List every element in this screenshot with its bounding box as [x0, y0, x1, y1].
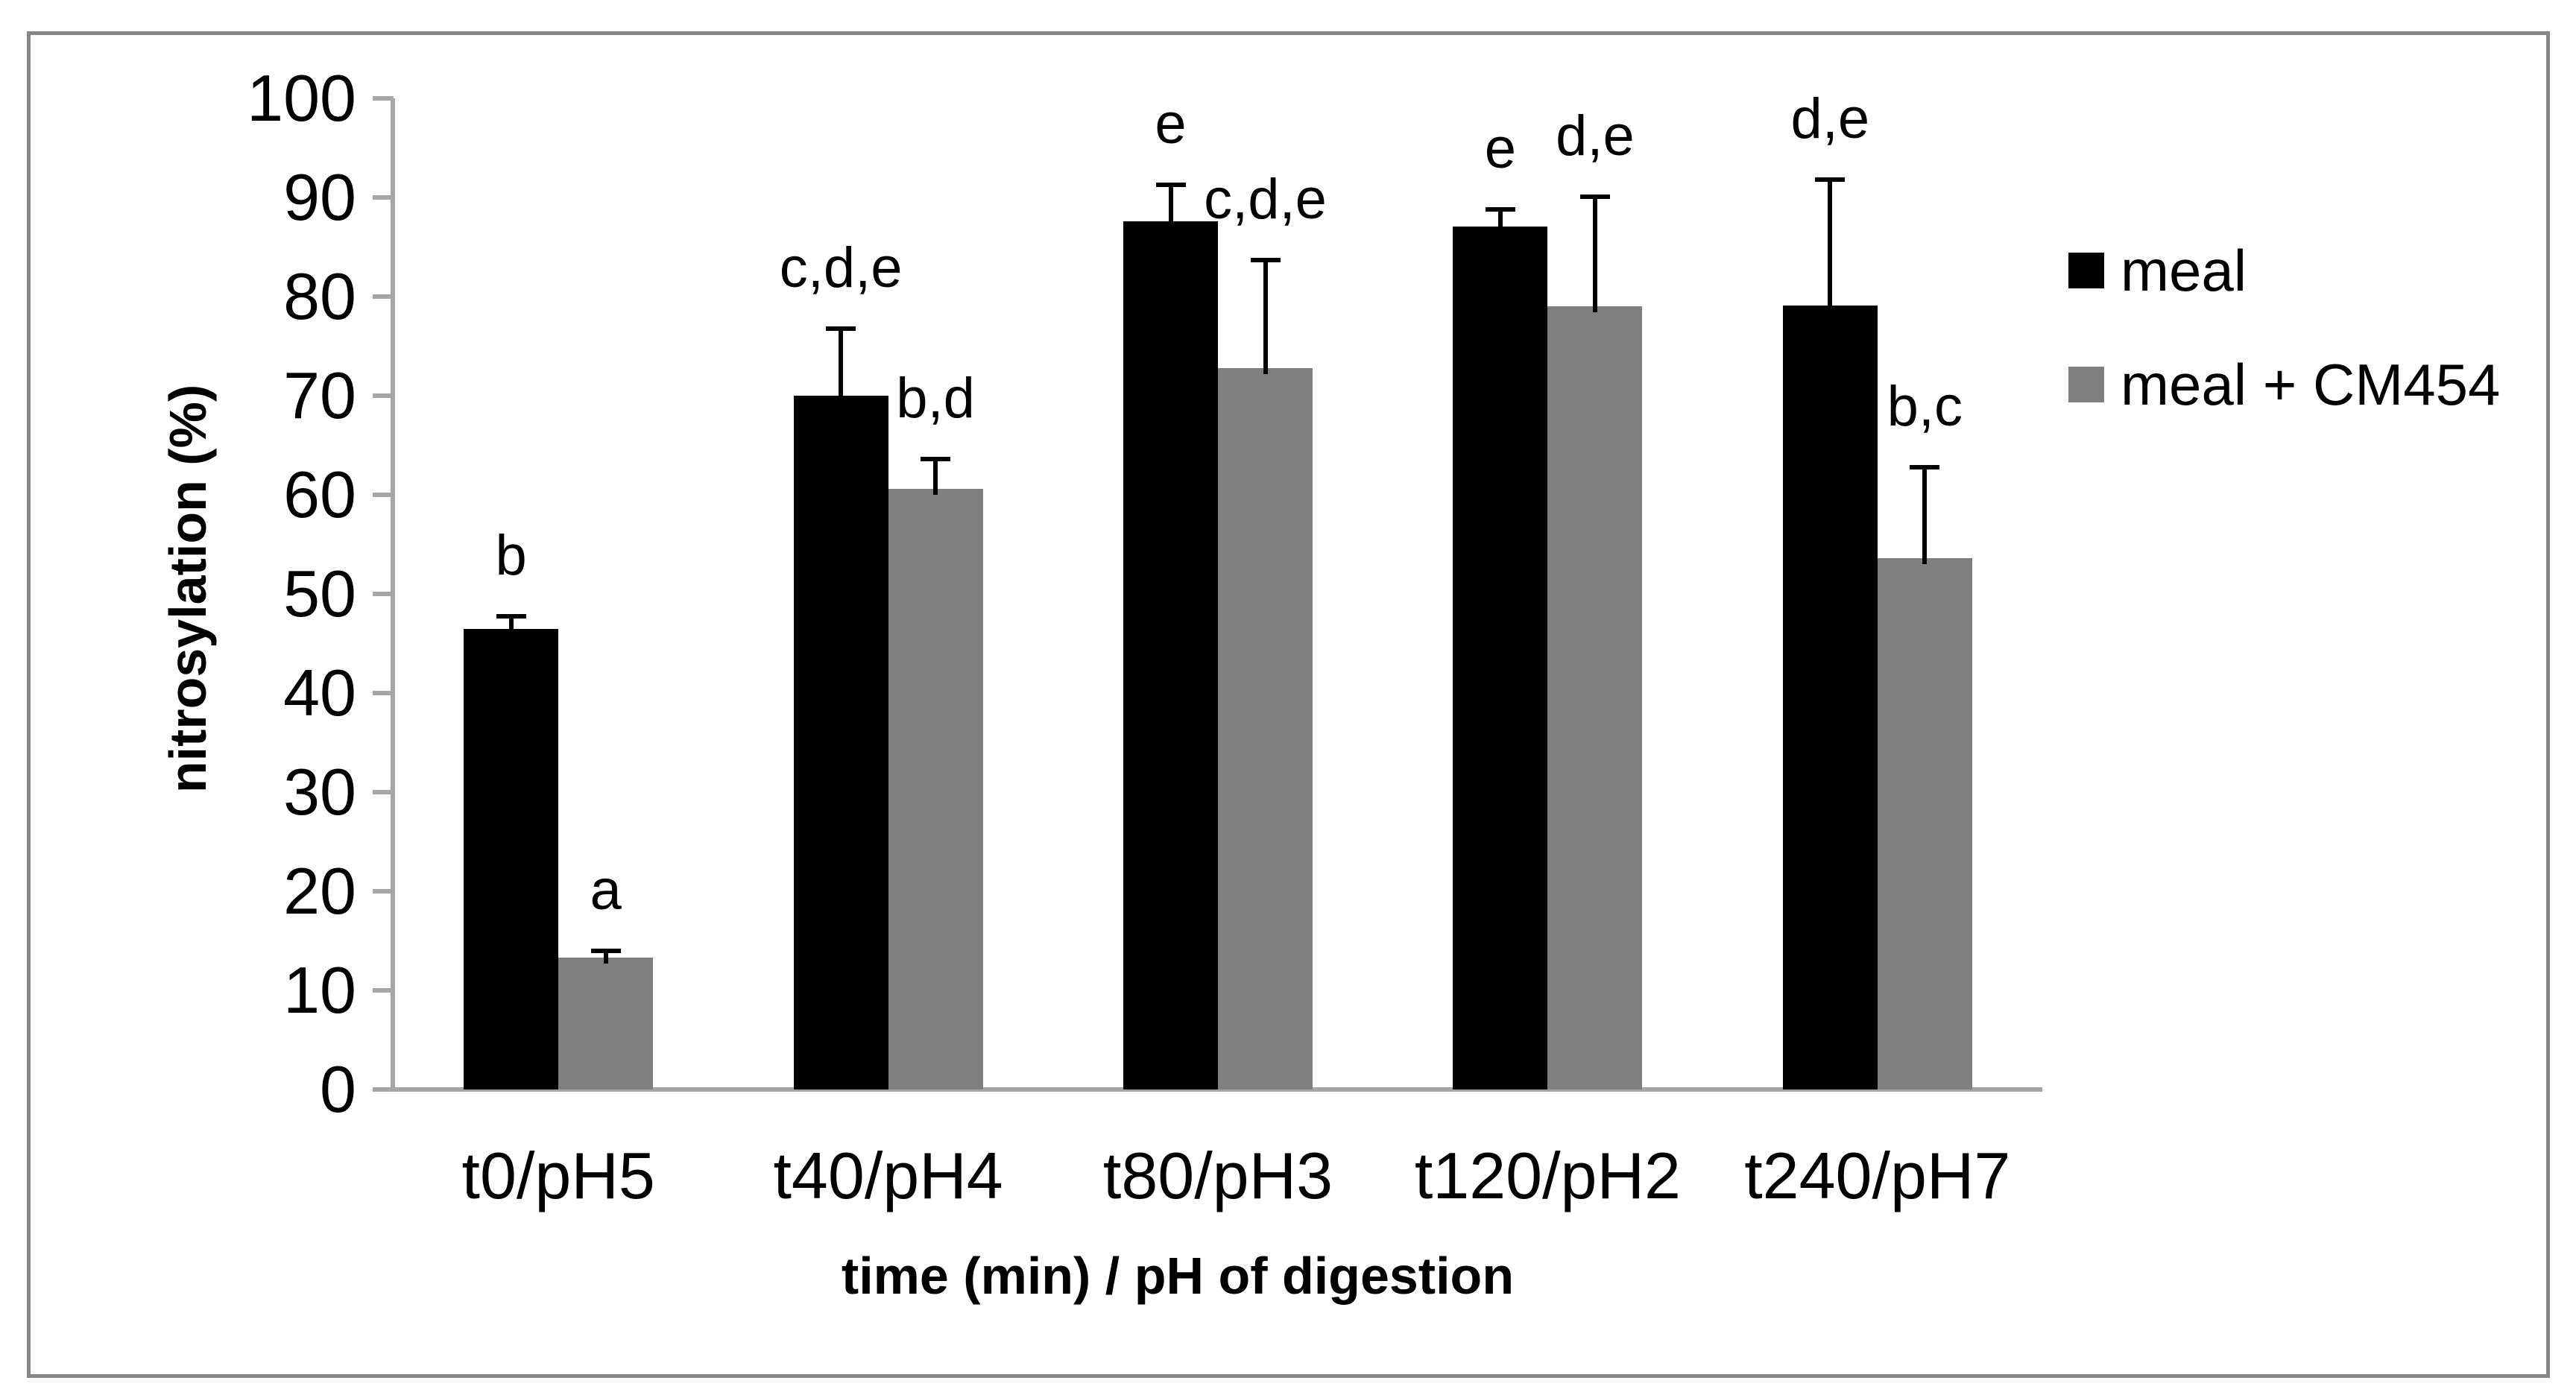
error-bar-cap-meal-cm454-0: [590, 949, 621, 954]
y-axis-tick: [373, 96, 394, 101]
y-axis-tick: [373, 988, 394, 993]
error-bar-line-meal-4: [1828, 177, 1833, 311]
x-axis-title: time (min) / pH of digestion: [841, 1247, 1515, 1305]
sig-letter-meal-1: c,d,e: [779, 235, 903, 300]
y-axis-tick: [373, 790, 394, 794]
y-axis-tick: [373, 1087, 394, 1092]
bar-meal-cm454-3: [1547, 306, 1643, 1089]
bar-meal-cm454-2: [1218, 367, 1313, 1089]
y-axis-tick-label: 40: [283, 656, 356, 730]
error-bar-line-meal-cm454-2: [1263, 258, 1268, 374]
legend-label-meal-cm454: meal + CM454: [2121, 352, 2501, 417]
bar-meal-cm454-1: [888, 489, 983, 1089]
legend-item-meal-cm454: meal + CM454: [2068, 355, 2500, 414]
error-bar-line-meal-3: [1497, 207, 1503, 233]
error-bar-line-meal-cm454-1: [933, 457, 938, 495]
y-axis-tick: [373, 592, 394, 596]
error-bar-cap-meal-cm454-2: [1250, 258, 1281, 263]
sig-letter-meal-cm454-2: c,d,e: [1204, 168, 1327, 232]
bar-meal-1: [793, 396, 888, 1089]
y-axis-tick: [373, 889, 394, 893]
y-axis-tick: [373, 393, 394, 398]
error-bar-line-meal-cm454-3: [1592, 194, 1597, 313]
error-bar-line-meal-0: [508, 613, 514, 635]
error-bar-line-meal-1: [839, 326, 844, 402]
sig-letter-meal-3: e: [1484, 117, 1517, 181]
sig-letter-meal-cm454-0: a: [590, 858, 622, 923]
y-axis-tick-label: 10: [283, 953, 356, 1027]
legend-swatch-meal-icon: [2068, 253, 2104, 288]
bar-meal-cm454-0: [558, 958, 654, 1089]
error-bar-cap-meal-0: [496, 613, 526, 619]
bar-meal-cm454-4: [1877, 558, 1972, 1089]
error-bar-line-meal-cm454-4: [1922, 465, 1928, 565]
x-axis-category-label: t0/pH5: [461, 1139, 655, 1212]
bar-meal-0: [464, 628, 559, 1089]
legend-item-meal: meal: [2068, 241, 2247, 300]
error-bar-line-meal-2: [1168, 183, 1173, 227]
x-axis-category-label: t80/pH3: [1102, 1139, 1333, 1212]
error-bar-cap-meal-3: [1485, 207, 1515, 212]
sig-letter-meal-2: e: [1155, 92, 1187, 156]
y-axis-tick-label: 100: [247, 61, 356, 135]
error-bar-cap-meal-cm454-4: [1910, 465, 1940, 470]
y-axis-tick: [373, 691, 394, 695]
error-bar-line-meal-cm454-0: [603, 949, 608, 964]
bar-meal-3: [1453, 226, 1548, 1089]
error-bar-cap-meal-cm454-1: [921, 457, 951, 462]
sig-letter-meal-cm454-4: b,c: [1887, 375, 1963, 439]
y-axis-tick-label: 70: [283, 358, 356, 432]
x-axis-category-label: t240/pH7: [1744, 1139, 2011, 1212]
error-bar-cap-meal-cm454-3: [1579, 194, 1610, 199]
bar-meal-4: [1782, 305, 1878, 1089]
error-bar-cap-meal-2: [1155, 183, 1186, 188]
x-axis-line: [391, 1087, 2042, 1092]
y-axis-tick-label: 20: [283, 854, 356, 928]
x-axis-category-label: t120/pH2: [1414, 1139, 1681, 1212]
y-axis-tick: [373, 294, 394, 299]
legend-label-meal: meal: [2121, 238, 2247, 303]
error-bar-cap-meal-4: [1815, 177, 1846, 183]
y-axis-title: nitrosylation (%): [159, 384, 217, 794]
sig-letter-meal-cm454-1: b,d: [896, 367, 975, 431]
sig-letter-meal-4: d,e: [1790, 87, 1870, 151]
sig-letter-meal-0: b: [495, 523, 527, 587]
x-axis-category-label: t40/pH4: [773, 1139, 1003, 1212]
y-axis-tick: [373, 195, 394, 200]
y-axis-tick-label: 60: [283, 458, 356, 531]
legend-swatch-meal-cm454-icon: [2068, 367, 2104, 402]
y-axis-tick-label: 80: [283, 259, 356, 333]
bar-meal-2: [1123, 221, 1218, 1089]
y-axis-tick-label: 90: [283, 160, 356, 234]
y-axis-tick-label: 50: [283, 557, 356, 630]
y-axis-tick: [373, 493, 394, 497]
y-axis-tick-label: 30: [283, 755, 356, 829]
sig-letter-meal-cm454-3: d,e: [1556, 104, 1635, 168]
error-bar-cap-meal-1: [826, 326, 856, 331]
y-axis-tick-label: 0: [320, 1052, 356, 1126]
